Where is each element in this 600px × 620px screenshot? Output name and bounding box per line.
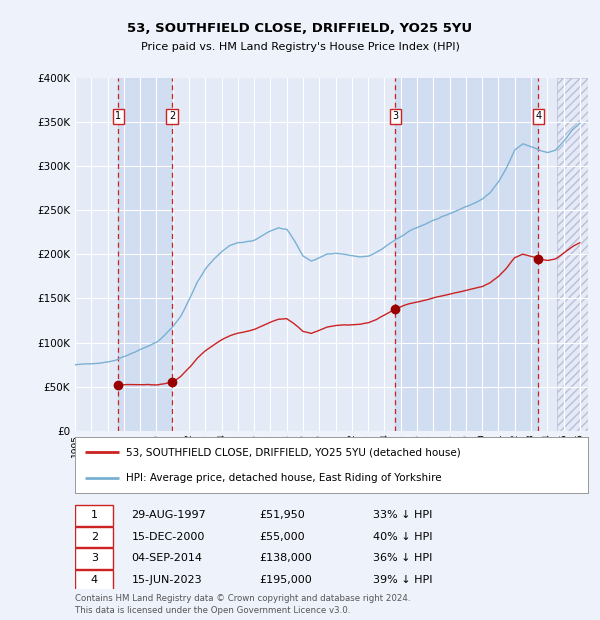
Text: 39% ↓ HPI: 39% ↓ HPI [373,575,432,585]
Text: 4: 4 [535,112,542,122]
Text: 1: 1 [91,510,98,520]
FancyBboxPatch shape [75,548,113,569]
Text: 3: 3 [91,554,98,564]
Text: Contains HM Land Registry data © Crown copyright and database right 2024.: Contains HM Land Registry data © Crown c… [75,594,410,603]
Text: £51,950: £51,950 [260,510,305,520]
Text: 2: 2 [169,112,175,122]
Text: £138,000: £138,000 [260,554,313,564]
Bar [557,78,588,431]
Text: 53, SOUTHFIELD CLOSE, DRIFFIELD, YO25 5YU (detached house): 53, SOUTHFIELD CLOSE, DRIFFIELD, YO25 5Y… [127,447,461,457]
Text: This data is licensed under the Open Government Licence v3.0.: This data is licensed under the Open Gov… [75,606,350,616]
Text: 4: 4 [91,575,98,585]
Bar [118,78,172,431]
Text: £55,000: £55,000 [260,532,305,542]
Text: 3: 3 [392,112,398,122]
Text: 15-JUN-2023: 15-JUN-2023 [131,575,202,585]
Text: 1: 1 [115,112,121,122]
Text: 40% ↓ HPI: 40% ↓ HPI [373,532,432,542]
Text: 53, SOUTHFIELD CLOSE, DRIFFIELD, YO25 5YU: 53, SOUTHFIELD CLOSE, DRIFFIELD, YO25 5Y… [127,22,473,35]
Text: 29-AUG-1997: 29-AUG-1997 [131,510,206,520]
Bar [557,78,588,431]
FancyBboxPatch shape [75,505,113,526]
Text: Price paid vs. HM Land Registry's House Price Index (HPI): Price paid vs. HM Land Registry's House … [140,42,460,51]
Text: 04-SEP-2014: 04-SEP-2014 [131,554,202,564]
Text: HPI: Average price, detached house, East Riding of Yorkshire: HPI: Average price, detached house, East… [127,473,442,483]
Text: 2: 2 [91,532,98,542]
FancyBboxPatch shape [75,570,113,590]
Text: 33% ↓ HPI: 33% ↓ HPI [373,510,432,520]
Text: 15-DEC-2000: 15-DEC-2000 [131,532,205,542]
FancyBboxPatch shape [75,526,113,547]
Text: £195,000: £195,000 [260,575,313,585]
Bar [395,78,538,431]
Text: 36% ↓ HPI: 36% ↓ HPI [373,554,432,564]
